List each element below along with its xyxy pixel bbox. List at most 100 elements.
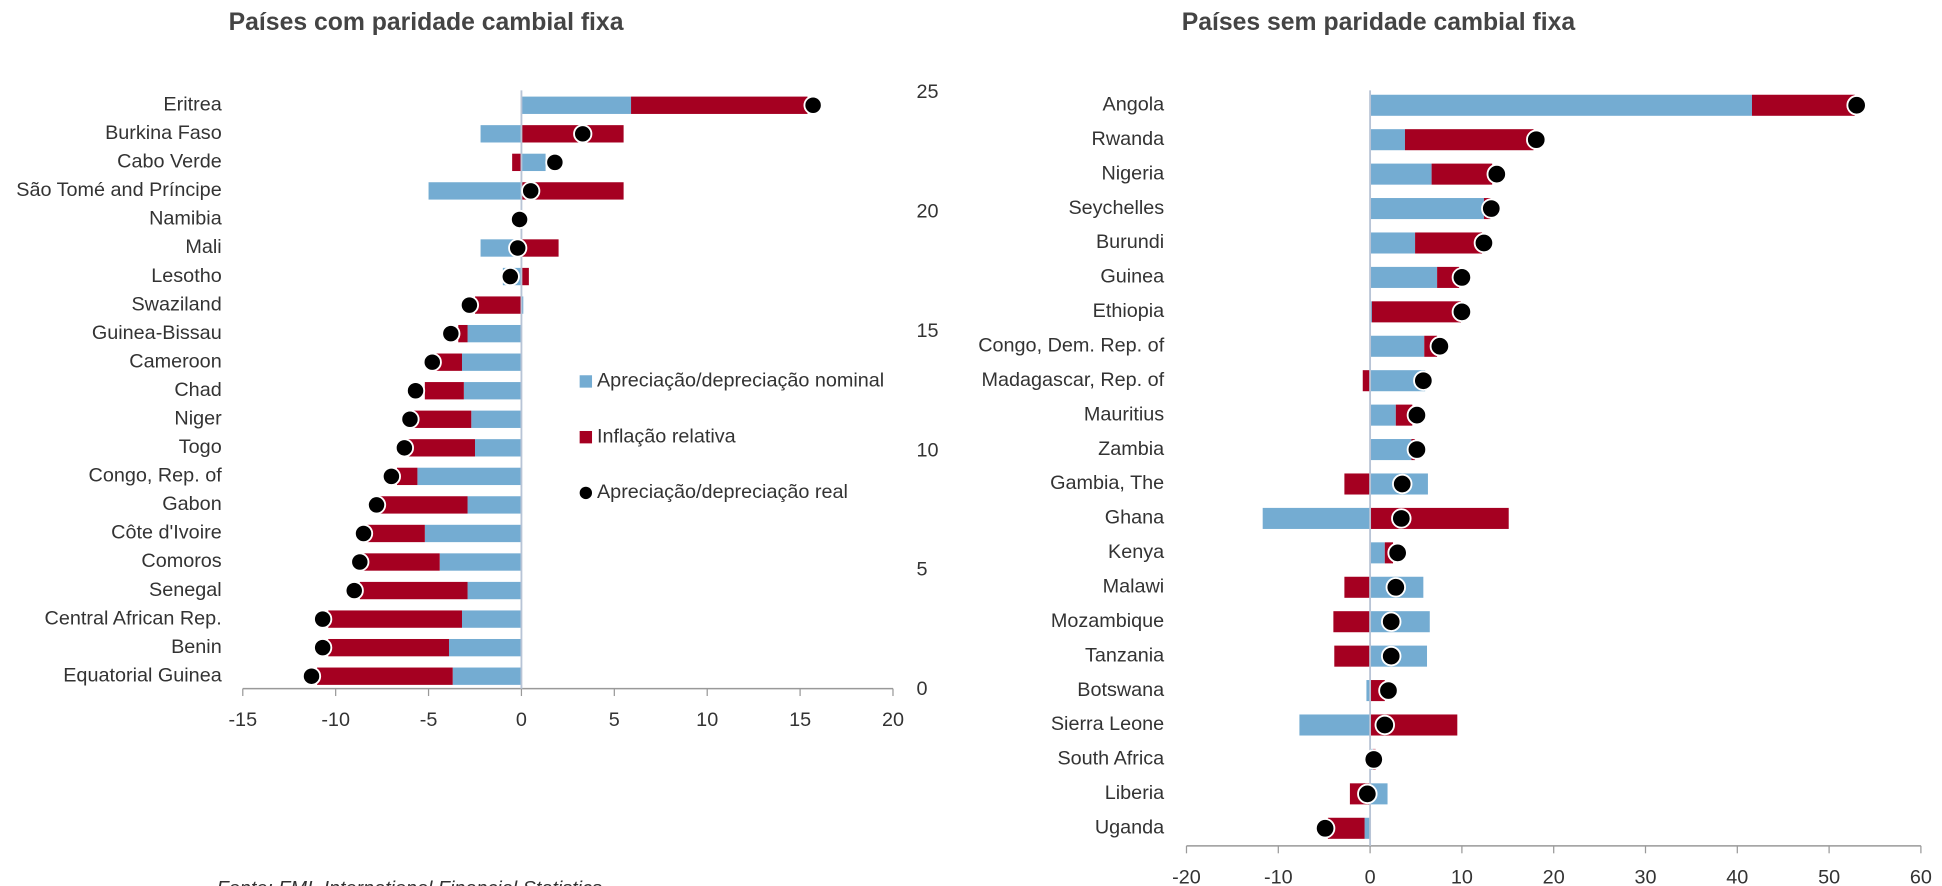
y-tick-label: Gabon bbox=[162, 493, 221, 515]
bar bbox=[1370, 439, 1412, 461]
y-tick-label: Angola bbox=[1103, 94, 1166, 116]
bar bbox=[413, 410, 472, 428]
dot bbox=[1429, 336, 1451, 357]
x-tick-label: 5 bbox=[609, 709, 620, 731]
dot bbox=[1380, 611, 1402, 632]
y-tick-label: Niger bbox=[174, 408, 222, 430]
bar bbox=[1370, 266, 1438, 288]
legend-label: Inflação relativa bbox=[597, 425, 737, 447]
dot bbox=[1481, 198, 1502, 219]
bar bbox=[1327, 817, 1365, 839]
bar bbox=[1344, 576, 1371, 598]
bar bbox=[1366, 680, 1371, 702]
dot bbox=[1406, 439, 1428, 460]
bar bbox=[521, 153, 546, 172]
y-tick-label: Madagascar, Rep. of bbox=[982, 369, 1165, 391]
bar bbox=[474, 439, 522, 457]
dot bbox=[521, 181, 541, 201]
bar bbox=[396, 467, 418, 486]
bar bbox=[1370, 198, 1484, 220]
dot bbox=[1846, 95, 1867, 116]
y-tick-label: Equatorial Guinea bbox=[63, 664, 222, 686]
bar bbox=[467, 581, 522, 600]
x-tick-label: 15 bbox=[789, 709, 811, 731]
dot bbox=[1486, 163, 1507, 185]
bar bbox=[434, 353, 462, 371]
bar bbox=[424, 382, 464, 400]
bar bbox=[1371, 301, 1461, 323]
dot bbox=[500, 266, 520, 287]
y-tick-label: Ghana bbox=[1105, 507, 1165, 529]
bar bbox=[512, 153, 522, 172]
legend-marker bbox=[579, 486, 593, 500]
bar bbox=[317, 667, 453, 685]
dot bbox=[422, 352, 442, 372]
y2-tick-label: 10 bbox=[917, 439, 939, 461]
bar bbox=[1370, 232, 1416, 254]
y2-tick-label: 5 bbox=[917, 559, 928, 581]
bar bbox=[463, 382, 522, 400]
y-tick-label: Tanzania bbox=[1085, 644, 1165, 666]
x-tick-label: -20 bbox=[1172, 866, 1201, 886]
y-tick-label: Benin bbox=[171, 636, 222, 658]
dot bbox=[1413, 370, 1434, 391]
x-tick-label: 50 bbox=[1818, 866, 1840, 886]
dot bbox=[301, 666, 322, 686]
x-tick-label: 20 bbox=[1543, 866, 1565, 886]
y2-tick-label: 15 bbox=[917, 320, 939, 342]
dot bbox=[1526, 129, 1547, 150]
x-tick-label: -15 bbox=[228, 709, 257, 731]
bar bbox=[1370, 335, 1425, 357]
dot bbox=[1392, 473, 1413, 495]
bar bbox=[452, 667, 522, 685]
x-tick-label: -5 bbox=[420, 709, 438, 731]
bar bbox=[1751, 94, 1855, 116]
bar bbox=[363, 553, 440, 571]
dot bbox=[1451, 301, 1473, 323]
dot bbox=[1385, 577, 1407, 598]
bar bbox=[417, 467, 522, 486]
y-tick-label: Swaziland bbox=[131, 293, 221, 315]
bar bbox=[467, 324, 522, 343]
y-tick-label: Eritrea bbox=[163, 94, 222, 116]
bar bbox=[467, 496, 522, 514]
y-tick-label: Nigeria bbox=[1101, 162, 1165, 184]
y2-tick-label: 25 bbox=[917, 81, 939, 103]
bar bbox=[1370, 507, 1509, 529]
dot bbox=[1387, 542, 1408, 564]
source-note: Fonte: FMI, International Financial Stat… bbox=[217, 877, 602, 886]
dot bbox=[313, 638, 333, 658]
y-tick-label: Cameroon bbox=[129, 350, 221, 372]
y2-tick-label: 20 bbox=[917, 201, 939, 223]
bar bbox=[378, 496, 468, 514]
x-tick-label: 60 bbox=[1910, 866, 1932, 886]
y-tick-label: Zambia bbox=[1098, 438, 1165, 460]
bar bbox=[1370, 163, 1432, 185]
dot bbox=[1406, 404, 1428, 426]
y-tick-label: Burkina Faso bbox=[105, 122, 222, 144]
dot bbox=[459, 295, 480, 315]
chart-title: Países sem paridade cambial fixa bbox=[1182, 9, 1576, 36]
dot bbox=[1391, 508, 1412, 529]
bar bbox=[521, 239, 559, 257]
bar bbox=[521, 267, 529, 286]
dot bbox=[1378, 680, 1399, 701]
bar bbox=[428, 182, 522, 200]
bar bbox=[328, 610, 462, 628]
bar bbox=[1370, 129, 1405, 151]
y-tick-label: Sierra Leone bbox=[1051, 713, 1164, 735]
x-tick-label: 20 bbox=[882, 709, 904, 731]
bar bbox=[521, 125, 624, 143]
dot bbox=[803, 95, 823, 115]
dot bbox=[366, 495, 387, 515]
bar bbox=[328, 638, 449, 657]
dot bbox=[1357, 783, 1378, 805]
bar bbox=[1404, 129, 1534, 151]
y-tick-label: São Tomé and Príncipe bbox=[16, 179, 221, 201]
bar bbox=[461, 610, 522, 628]
y-tick-label: Namibia bbox=[149, 208, 223, 230]
y-tick-label: Congo, Rep. of bbox=[89, 465, 223, 487]
dot bbox=[508, 238, 528, 258]
